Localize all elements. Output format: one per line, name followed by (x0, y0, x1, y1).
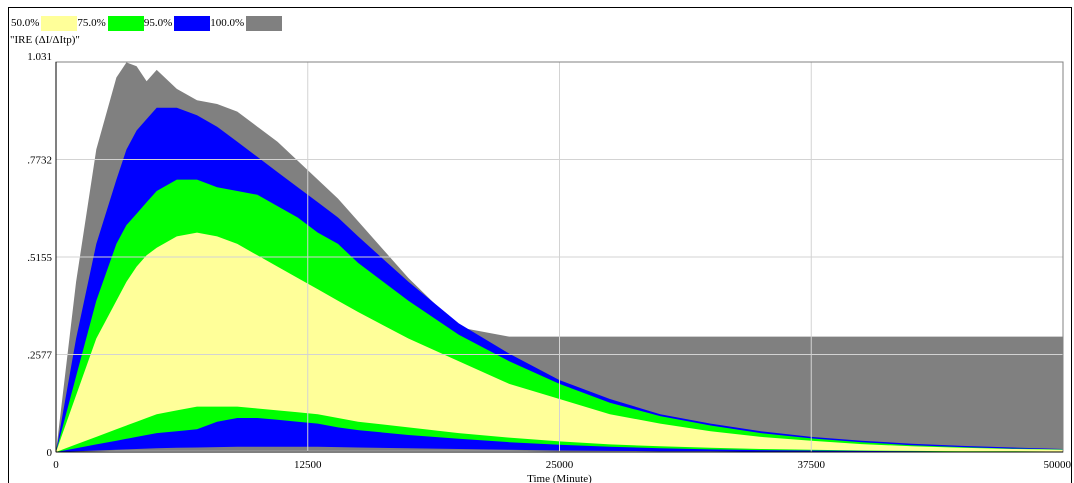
x-tick-label: 12500 (294, 459, 322, 471)
y-tick-label: .2577 (27, 350, 52, 362)
x-axis-title: Time (Minute) (527, 473, 592, 483)
y-tick-label: .5155 (27, 252, 52, 264)
x-tick-label: 0 (53, 459, 59, 471)
x-tick-label: 50000 (1044, 459, 1072, 471)
x-tick-label: 37500 (798, 459, 826, 471)
y-tick-label: 1.031 (27, 51, 52, 63)
x-tick-label: 25000 (546, 459, 574, 471)
y-tick-label: .7732 (27, 155, 52, 167)
y-tick-label: 0 (47, 447, 53, 459)
